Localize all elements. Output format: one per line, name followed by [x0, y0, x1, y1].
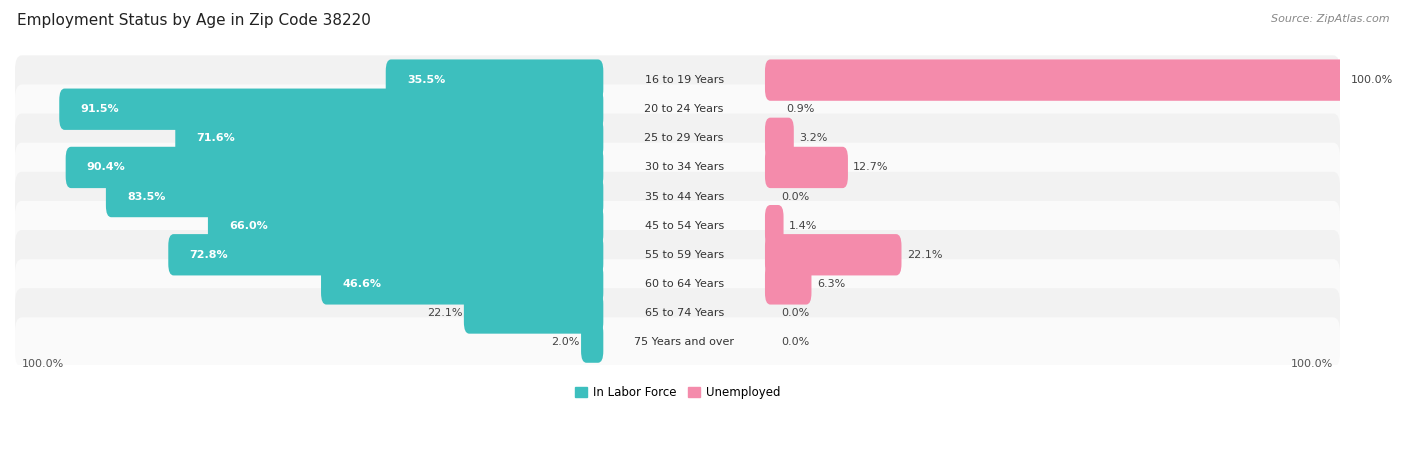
Text: 35 to 44 Years: 35 to 44 Years: [644, 192, 724, 202]
Text: 3.2%: 3.2%: [799, 133, 828, 144]
Text: Source: ZipAtlas.com: Source: ZipAtlas.com: [1271, 14, 1389, 23]
Text: 22.1%: 22.1%: [907, 250, 942, 260]
Text: Employment Status by Age in Zip Code 38220: Employment Status by Age in Zip Code 382…: [17, 14, 371, 28]
Text: 25 to 29 Years: 25 to 29 Years: [644, 133, 724, 144]
Text: 45 to 54 Years: 45 to 54 Years: [644, 220, 724, 231]
Text: 20 to 24 Years: 20 to 24 Years: [644, 104, 724, 114]
Text: 100.0%: 100.0%: [21, 359, 63, 369]
Legend: In Labor Force, Unemployed: In Labor Force, Unemployed: [571, 381, 785, 404]
Text: 83.5%: 83.5%: [127, 192, 166, 202]
FancyBboxPatch shape: [765, 234, 901, 275]
Text: 75 Years and over: 75 Years and over: [634, 337, 734, 347]
FancyBboxPatch shape: [15, 288, 1340, 338]
FancyBboxPatch shape: [321, 263, 603, 305]
FancyBboxPatch shape: [15, 172, 1340, 221]
FancyBboxPatch shape: [15, 85, 1340, 134]
Text: 16 to 19 Years: 16 to 19 Years: [644, 75, 724, 85]
FancyBboxPatch shape: [15, 259, 1340, 309]
Text: 71.6%: 71.6%: [197, 133, 235, 144]
FancyBboxPatch shape: [15, 230, 1340, 279]
Text: 0.0%: 0.0%: [780, 337, 808, 347]
FancyBboxPatch shape: [765, 59, 1346, 101]
FancyBboxPatch shape: [464, 292, 603, 333]
Text: 1.4%: 1.4%: [789, 220, 817, 231]
Text: 30 to 34 Years: 30 to 34 Years: [644, 162, 724, 172]
FancyBboxPatch shape: [385, 59, 603, 101]
FancyBboxPatch shape: [15, 55, 1340, 105]
Text: 22.1%: 22.1%: [427, 308, 463, 318]
FancyBboxPatch shape: [105, 176, 603, 217]
FancyBboxPatch shape: [765, 117, 794, 159]
FancyBboxPatch shape: [59, 89, 603, 130]
Text: 100.0%: 100.0%: [1351, 75, 1393, 85]
Text: 12.7%: 12.7%: [853, 162, 889, 172]
Text: 6.3%: 6.3%: [817, 279, 845, 289]
FancyBboxPatch shape: [66, 147, 603, 188]
Text: 35.5%: 35.5%: [406, 75, 446, 85]
Text: 100.0%: 100.0%: [1291, 359, 1333, 369]
Text: 66.0%: 66.0%: [229, 220, 269, 231]
FancyBboxPatch shape: [765, 147, 848, 188]
Text: 0.9%: 0.9%: [786, 104, 814, 114]
FancyBboxPatch shape: [169, 234, 603, 275]
FancyBboxPatch shape: [176, 117, 603, 159]
Text: 65 to 74 Years: 65 to 74 Years: [644, 308, 724, 318]
Text: 2.0%: 2.0%: [551, 337, 579, 347]
Text: 46.6%: 46.6%: [342, 279, 381, 289]
FancyBboxPatch shape: [765, 263, 811, 305]
FancyBboxPatch shape: [208, 205, 603, 246]
Text: 55 to 59 Years: 55 to 59 Years: [644, 250, 724, 260]
Text: 0.0%: 0.0%: [780, 192, 808, 202]
Text: 72.8%: 72.8%: [190, 250, 228, 260]
Text: 91.5%: 91.5%: [80, 104, 120, 114]
FancyBboxPatch shape: [581, 321, 603, 363]
FancyBboxPatch shape: [15, 113, 1340, 163]
FancyBboxPatch shape: [765, 205, 783, 246]
Text: 0.0%: 0.0%: [780, 308, 808, 318]
FancyBboxPatch shape: [15, 201, 1340, 250]
FancyBboxPatch shape: [15, 143, 1340, 192]
Text: 60 to 64 Years: 60 to 64 Years: [644, 279, 724, 289]
FancyBboxPatch shape: [15, 317, 1340, 367]
Text: 90.4%: 90.4%: [87, 162, 125, 172]
